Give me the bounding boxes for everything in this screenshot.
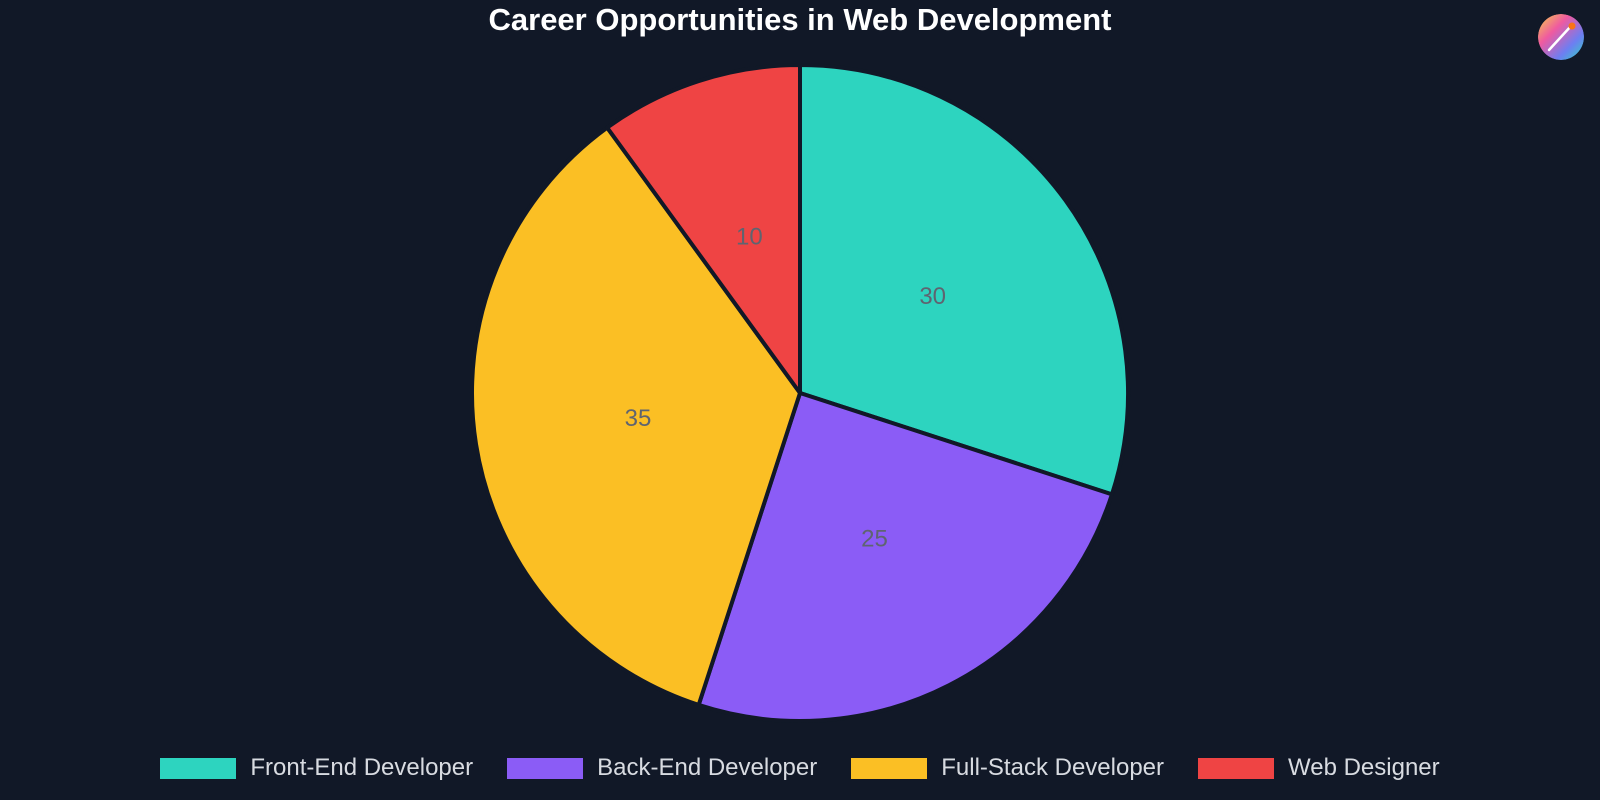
data-label-full-stack-developer: 35	[625, 405, 652, 432]
legend-label: Full-Stack Developer	[941, 754, 1164, 781]
legend-label: Back-End Developer	[597, 754, 818, 781]
legend-label: Web Designer	[1288, 754, 1440, 781]
legend-item-back-end-developer[interactable]: Back-End Developer	[507, 754, 817, 782]
legend-item-front-end-developer[interactable]: Front-End Developer	[160, 754, 473, 782]
pie-chart: 30 25 35 10	[470, 63, 1130, 724]
chart-title: Career Opportunities in Web Development	[488, 2, 1112, 37]
legend-swatch	[160, 757, 237, 779]
data-label-web-designer: 10	[736, 224, 763, 251]
legend-swatch	[851, 757, 928, 779]
legend-swatch	[507, 757, 584, 779]
chart-legend: Front-End Developer Back-End Developer Ful…	[0, 750, 1600, 786]
data-label-back-end-developer: 25	[861, 526, 888, 553]
legend-item-web-designer[interactable]: Web Designer	[1198, 754, 1440, 782]
data-label-front-end-developer: 30	[919, 283, 946, 310]
color-palette-logo-icon	[1538, 14, 1584, 60]
pie-slice-front-end-developer[interactable]	[798, 63, 1130, 497]
pie-slice-web-designer[interactable]	[605, 63, 802, 395]
legend-item-full-stack-developer[interactable]: Full-Stack Developer	[851, 754, 1164, 782]
legend-label: Front-End Developer	[250, 754, 474, 781]
legend-swatch	[1198, 757, 1274, 779]
pie-slice-full-stack-developer[interactable]	[470, 125, 802, 707]
pie-slice-back-end-developer[interactable]	[696, 391, 1114, 724]
